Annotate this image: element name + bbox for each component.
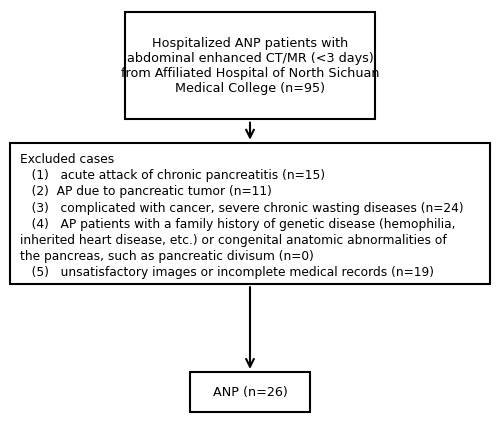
Text: ANP (n=26): ANP (n=26) <box>212 386 288 398</box>
Text: (3)   complicated with cancer, severe chronic wasting diseases (n=24): (3) complicated with cancer, severe chro… <box>20 202 464 214</box>
Text: (2)  AP due to pancreatic tumor (n=11): (2) AP due to pancreatic tumor (n=11) <box>20 185 272 198</box>
Text: Hospitalized ANP patients with
abdominal enhanced CT/MR (<3 days)
from Affiliate: Hospitalized ANP patients with abdominal… <box>121 36 380 95</box>
FancyBboxPatch shape <box>10 143 490 284</box>
Text: the pancreas, such as pancreatic divisum (n=0): the pancreas, such as pancreatic divisum… <box>20 250 314 263</box>
Text: Excluded cases: Excluded cases <box>20 154 114 166</box>
FancyBboxPatch shape <box>190 372 310 412</box>
FancyBboxPatch shape <box>125 12 375 119</box>
Text: (1)   acute attack of chronic pancreatitis (n=15): (1) acute attack of chronic pancreatitis… <box>20 170 325 182</box>
Text: (5)   unsatisfactory images or incomplete medical records (n=19): (5) unsatisfactory images or incomplete … <box>20 266 434 279</box>
Text: inherited heart disease, etc.) or congenital anatomic abnormalities of: inherited heart disease, etc.) or congen… <box>20 233 447 247</box>
Text: (4)   AP patients with a family history of genetic disease (hemophilia,: (4) AP patients with a family history of… <box>20 218 456 231</box>
